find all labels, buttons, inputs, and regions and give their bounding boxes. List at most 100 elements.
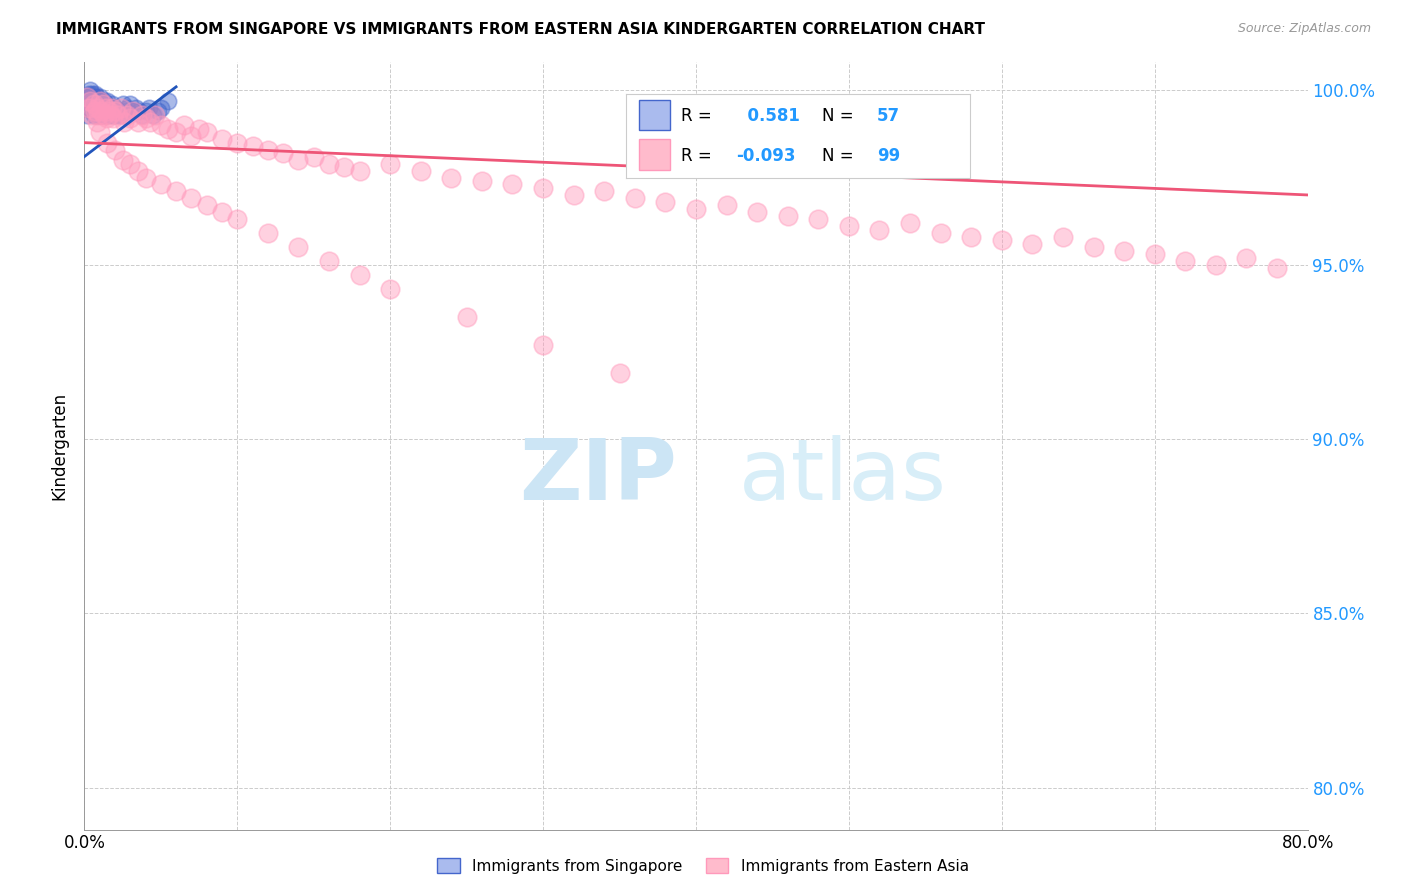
Point — [531, 181, 554, 195]
FancyBboxPatch shape — [640, 100, 671, 130]
Point — [90, 94, 112, 108]
Point — [75, 97, 97, 112]
Point — [79, 90, 101, 104]
Point — [105, 108, 128, 122]
Point — [91, 97, 114, 112]
Point — [157, 121, 180, 136]
Point — [960, 229, 983, 244]
Point — [257, 227, 280, 241]
Point — [128, 104, 150, 119]
Point — [93, 104, 115, 119]
Point — [271, 146, 294, 161]
Point — [333, 160, 356, 174]
Point — [609, 366, 631, 380]
Point — [96, 136, 118, 150]
Point — [318, 156, 340, 170]
Text: N =: N = — [823, 147, 859, 165]
Point — [83, 90, 105, 104]
Point — [86, 90, 108, 104]
Point — [120, 97, 142, 112]
Point — [114, 104, 136, 119]
Point — [87, 104, 110, 119]
Point — [226, 212, 249, 227]
Point — [107, 108, 129, 122]
Point — [84, 104, 107, 119]
Point — [94, 108, 117, 122]
Point — [869, 223, 891, 237]
Point — [86, 108, 108, 122]
Text: atlas: atlas — [738, 435, 946, 518]
Point — [89, 90, 111, 104]
Point — [80, 94, 103, 108]
Point — [838, 219, 860, 234]
Point — [318, 254, 340, 268]
Point — [86, 114, 108, 128]
Point — [593, 185, 616, 199]
Point — [211, 205, 233, 219]
Point — [98, 104, 121, 119]
Point — [127, 114, 149, 128]
Point — [188, 121, 211, 136]
Point — [76, 90, 98, 104]
Point — [165, 125, 187, 139]
Point — [135, 112, 157, 126]
Point — [89, 97, 111, 112]
Point — [77, 101, 100, 115]
Point — [91, 108, 114, 122]
Point — [180, 191, 202, 205]
Point — [103, 108, 125, 122]
Point — [135, 104, 157, 119]
Point — [226, 136, 249, 150]
Point — [131, 108, 153, 122]
Point — [93, 94, 115, 108]
Point — [898, 216, 921, 230]
Point — [149, 178, 172, 192]
Point — [79, 94, 101, 108]
Point — [122, 104, 145, 119]
Point — [1205, 258, 1227, 272]
Text: R =: R = — [681, 107, 717, 125]
Point — [242, 139, 264, 153]
Point — [349, 268, 371, 282]
Point — [287, 153, 309, 167]
Point — [1174, 254, 1197, 268]
Point — [104, 104, 127, 119]
Point — [127, 163, 149, 178]
Text: Source: ZipAtlas.com: Source: ZipAtlas.com — [1237, 22, 1371, 36]
Y-axis label: Kindergarten: Kindergarten — [51, 392, 69, 500]
Point — [79, 101, 101, 115]
Point — [111, 153, 134, 167]
Point — [1083, 240, 1105, 254]
Text: ZIP: ZIP — [519, 435, 676, 518]
Point — [135, 170, 157, 185]
Point — [94, 101, 117, 115]
Point — [146, 104, 169, 119]
Point — [112, 114, 135, 128]
Point — [104, 143, 127, 157]
Point — [149, 118, 172, 132]
Point — [89, 94, 111, 108]
Point — [180, 128, 202, 143]
Point — [807, 212, 830, 227]
Point — [139, 114, 162, 128]
Point — [531, 338, 554, 352]
Point — [90, 104, 112, 119]
Point — [80, 108, 103, 122]
Point — [79, 83, 101, 97]
Point — [96, 112, 118, 126]
Point — [776, 209, 799, 223]
Point — [195, 125, 218, 139]
Point — [77, 87, 100, 101]
Point — [89, 125, 111, 139]
Point — [149, 101, 172, 115]
Point — [142, 108, 165, 122]
Point — [91, 97, 114, 112]
Point — [96, 94, 118, 108]
Point — [89, 108, 111, 122]
Point — [929, 227, 952, 241]
Point — [562, 188, 585, 202]
Point — [93, 108, 115, 122]
Point — [115, 101, 138, 115]
Point — [97, 104, 120, 119]
Point — [716, 198, 738, 212]
